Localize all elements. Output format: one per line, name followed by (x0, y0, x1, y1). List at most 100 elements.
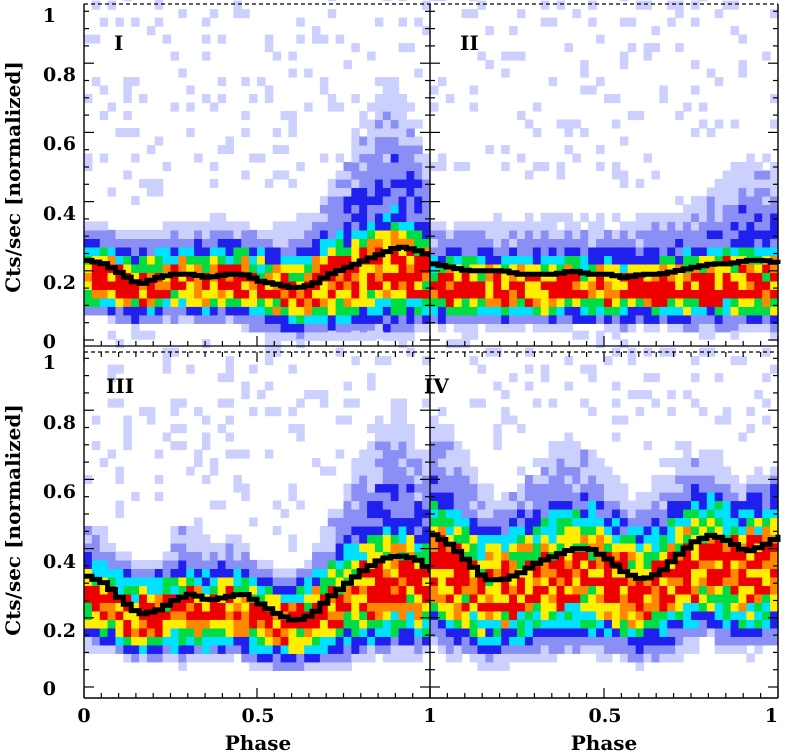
heatmap-cell (675, 653, 684, 663)
heatmap-cell (564, 627, 573, 637)
heatmap-cell (604, 585, 613, 595)
heatmap-cell (107, 330, 117, 340)
heatmap-cell (115, 229, 124, 239)
heatmap-cell (469, 542, 479, 553)
heatmap-cell (91, 542, 101, 553)
heatmap-cell (280, 619, 290, 629)
heatmap-cells (430, 330, 779, 671)
heatmap-cell (406, 212, 415, 223)
heatmap-cell (335, 289, 345, 299)
heatmap-cell (186, 221, 195, 231)
heatmap-cell (493, 593, 502, 603)
heatmap-cell (651, 551, 660, 561)
heatmap-cell (509, 585, 518, 595)
heatmap-cell (382, 636, 392, 646)
heatmap-cell (714, 119, 724, 129)
heatmap-cell (714, 525, 724, 536)
heatmap-cell (477, 602, 486, 612)
heatmap-cell (611, 297, 621, 307)
heatmap-cell (123, 246, 132, 256)
heatmap-cell (288, 491, 297, 502)
heatmap-cell (469, 636, 479, 646)
heatmap-cell (280, 585, 290, 595)
heatmap-cell (714, 508, 724, 519)
heatmap-cell (414, 585, 423, 595)
heatmap-cell (406, 246, 415, 256)
heatmap-cell (691, 483, 700, 493)
heatmap-cell (170, 653, 179, 663)
heatmap-cell (249, 314, 258, 324)
heatmap-cell (398, 627, 408, 637)
heatmap-cell (209, 576, 219, 586)
heatmap-cell (233, 627, 242, 637)
heatmap-cell (461, 330, 471, 340)
heatmap-cell (532, 102, 542, 112)
heatmap-cell (335, 306, 345, 316)
heatmap-cell (635, 653, 645, 663)
heatmap-cell (241, 619, 250, 629)
heatmap-cell (643, 644, 653, 654)
heatmap-cell (374, 491, 384, 502)
heatmap-cell (524, 212, 534, 223)
heatmap-cell (123, 636, 132, 646)
heatmap-cell (115, 272, 124, 282)
heatmap-cell (272, 644, 282, 654)
heatmap-cell (730, 314, 740, 324)
heatmap-cell (374, 458, 384, 468)
heatmap-cell (154, 0, 164, 2)
heatmap-cell (162, 619, 172, 629)
heatmap-cell (382, 204, 392, 214)
heatmap-cell (186, 229, 195, 239)
heatmap-cell (351, 263, 360, 273)
heatmap-cell (524, 551, 534, 561)
heatmap-cell (131, 128, 140, 138)
heatmap-cell (139, 289, 148, 299)
heatmap-cell (619, 255, 629, 265)
heatmap-cell (738, 593, 747, 603)
heatmap-cell (532, 500, 542, 510)
heatmap-cell (659, 619, 668, 629)
heatmap-cell (304, 212, 313, 223)
heatmap-cell (430, 0, 439, 2)
heatmap-cell (398, 178, 408, 189)
heatmap-cell (398, 94, 408, 104)
heatmap-cell (770, 636, 779, 646)
heatmap-cell (430, 576, 439, 586)
heatmap-cell (154, 653, 164, 663)
heatmap-cell (272, 576, 282, 586)
heatmap-cell (698, 483, 708, 493)
heatmap-cell (131, 653, 140, 663)
heatmap-cell (548, 221, 558, 231)
heatmap-cell (91, 559, 101, 570)
y-axis-title: Cts/sec [normalized] (1, 404, 25, 636)
heatmap-cell (343, 212, 352, 223)
heatmap-cell (343, 491, 352, 502)
heatmap-cell (319, 627, 329, 637)
heatmap-cell (304, 331, 313, 341)
heatmap-cell (406, 424, 415, 434)
heatmap-cell (359, 644, 368, 654)
heatmap-cell (683, 280, 692, 290)
heatmap-cell (445, 255, 455, 265)
heatmap-cell (517, 306, 526, 316)
heatmap-cell (343, 619, 352, 629)
heatmap-cell (770, 195, 779, 206)
heatmap-cell (406, 263, 415, 273)
heatmap-cell (335, 195, 345, 206)
heatmap-cell (296, 661, 305, 671)
heatmap-cell (170, 102, 179, 112)
heatmap-cell (201, 559, 211, 570)
heatmap-cell (698, 289, 708, 299)
heatmap-cell (304, 568, 313, 578)
heatmap-cell (201, 314, 211, 324)
heatmap-cell (414, 475, 423, 485)
heatmap-cell (414, 221, 423, 231)
heatmap-cell (651, 653, 660, 663)
heatmap-cell (154, 0, 164, 10)
heatmap-cell (186, 85, 195, 95)
heatmap-cell (437, 551, 447, 561)
heatmap-cell (477, 51, 486, 61)
heatmap-cell (327, 323, 337, 333)
heatmap-cell (596, 568, 605, 578)
heatmap-cell (611, 525, 621, 536)
